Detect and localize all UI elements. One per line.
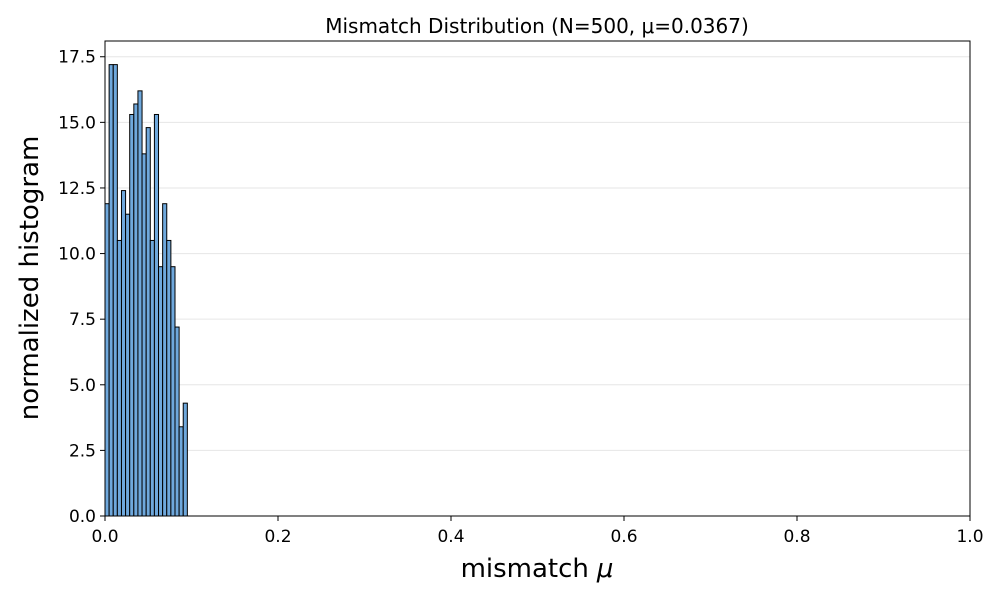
y-axis-ticks: 0.0 2.5 5.0 7.5 10.0 12.5 15.0 17.5 — [58, 48, 105, 527]
y-tick-label: 15.0 — [58, 113, 96, 133]
histogram-bars — [104, 64, 188, 517]
plot-frame — [104, 40, 971, 517]
histogram-bar — [158, 266, 164, 517]
histogram-bar — [112, 64, 118, 517]
histogram-bar — [133, 103, 139, 517]
y-tick-label: 0.0 — [69, 507, 96, 527]
y-tick-label: 10.0 — [58, 245, 96, 265]
y-axis-label: normalized histogram — [15, 136, 45, 421]
histogram-bar — [149, 239, 155, 517]
histogram-bar — [104, 203, 110, 517]
y-tick-label: 7.5 — [69, 310, 96, 330]
histogram-bar — [120, 190, 127, 517]
chart-title: Mismatch Distribution (N=500, μ=0.0367) — [325, 14, 749, 38]
y-tick-label: 17.5 — [58, 48, 96, 68]
y-tick-label: 2.5 — [69, 441, 96, 461]
histogram-bar — [166, 239, 172, 517]
x-axis-label-text: mismatch — [461, 554, 589, 584]
x-tick-label: 0.0 — [91, 527, 118, 547]
histogram-bar — [141, 153, 147, 517]
histogram-bar — [162, 203, 168, 517]
histogram-bar — [170, 266, 176, 517]
histogram-bar — [182, 402, 188, 517]
histogram-bar — [145, 127, 151, 517]
histogram-bar — [116, 239, 122, 517]
histogram-bar — [125, 213, 131, 517]
histogram-bar — [129, 113, 135, 517]
x-axis-label: mismatch μ — [461, 554, 614, 584]
x-tick-label: 0.6 — [610, 527, 637, 547]
y-tick-label: 12.5 — [58, 179, 96, 199]
x-tick-label: 0.2 — [264, 527, 291, 547]
histogram-bar — [108, 64, 114, 517]
y-tick-label: 5.0 — [69, 376, 96, 396]
x-axis-label-symbol: μ — [596, 554, 614, 584]
histogram-bar — [178, 426, 184, 517]
gridlines — [105, 56, 970, 517]
x-axis-ticks: 0.0 0.2 0.4 0.6 0.8 1.0 — [91, 516, 984, 547]
histogram-bar — [174, 326, 180, 517]
x-tick-label: 1.0 — [956, 527, 983, 547]
x-tick-label: 0.4 — [437, 527, 464, 547]
histogram-bar — [153, 113, 160, 517]
x-tick-label: 0.8 — [783, 527, 810, 547]
histogram-bar — [137, 90, 143, 517]
